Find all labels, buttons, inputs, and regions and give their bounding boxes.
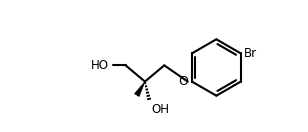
Text: OH: OH: [151, 103, 169, 116]
Polygon shape: [135, 82, 145, 96]
Text: O: O: [179, 75, 188, 88]
Text: Br: Br: [244, 47, 257, 60]
Text: HO: HO: [91, 59, 109, 72]
